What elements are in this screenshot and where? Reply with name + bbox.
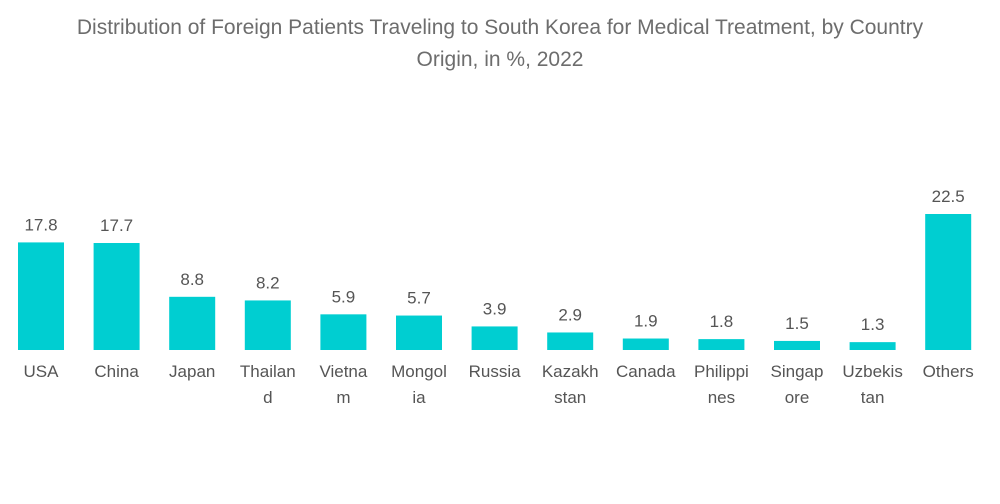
bar-9 [698, 339, 745, 350]
bar-4 [320, 314, 367, 350]
category-label-6-line-0: Russia [469, 362, 522, 381]
value-label-0: 17.8 [24, 215, 57, 234]
category-label-1-line-0: China [94, 362, 139, 381]
category-label-9-line-1: nes [708, 388, 735, 407]
value-label-11: 1.3 [861, 315, 885, 334]
bar-1 [93, 243, 140, 350]
bar-2 [169, 296, 216, 350]
category-label-2-line-0: Japan [169, 362, 215, 381]
bar-5 [396, 315, 442, 350]
bar-11 [849, 342, 896, 350]
value-label-3: 8.2 [256, 273, 280, 292]
chart-title-line-1: Distribution of Foreign Patients Traveli… [76, 16, 924, 39]
bar-6 [471, 326, 518, 350]
chart-title: Distribution of Foreign Patients Traveli… [0, 12, 1000, 76]
category-label-8-line-0: Canada [616, 362, 676, 381]
bar-0 [18, 242, 64, 350]
bar-12 [925, 214, 972, 350]
value-label-5: 5.7 [407, 289, 431, 308]
category-label-5-line-0: Mongol [391, 362, 447, 381]
value-label-2: 8.8 [180, 270, 204, 289]
category-label-7-line-0: Kazakh [542, 362, 599, 381]
bar-10 [774, 340, 820, 350]
bar-8 [622, 338, 669, 350]
chart-title-line-2: Origin, in %, 2022 [416, 48, 584, 71]
bar-7 [547, 332, 594, 350]
category-label-5-line-1: ia [412, 388, 426, 407]
value-label-8: 1.9 [634, 312, 658, 331]
category-label-3-line-1: d [263, 388, 272, 407]
category-label-11-line-1: tan [861, 388, 885, 407]
value-label-12: 22.5 [932, 187, 965, 206]
bar-3 [244, 300, 291, 350]
category-label-4-line-0: Vietna [319, 362, 367, 381]
category-label-10-line-1: ore [785, 388, 810, 407]
category-label-0-line-0: USA [24, 362, 60, 381]
category-label-4-line-1: m [336, 388, 350, 407]
category-label-12-line-0: Others [923, 362, 974, 381]
value-label-7: 2.9 [558, 305, 582, 324]
value-label-4: 5.9 [332, 287, 356, 306]
value-label-1: 17.7 [100, 216, 133, 235]
category-label-7-line-1: stan [554, 388, 586, 407]
category-label-3-line-0: Thailan [240, 362, 296, 381]
value-label-10: 1.5 [785, 314, 809, 333]
value-label-6: 3.9 [483, 299, 507, 318]
value-label-9: 1.8 [710, 312, 734, 331]
category-label-10-line-0: Singap [771, 362, 824, 381]
category-label-9-line-0: Philippi [694, 362, 749, 381]
category-label-11-line-0: Uzbekis [842, 362, 902, 381]
